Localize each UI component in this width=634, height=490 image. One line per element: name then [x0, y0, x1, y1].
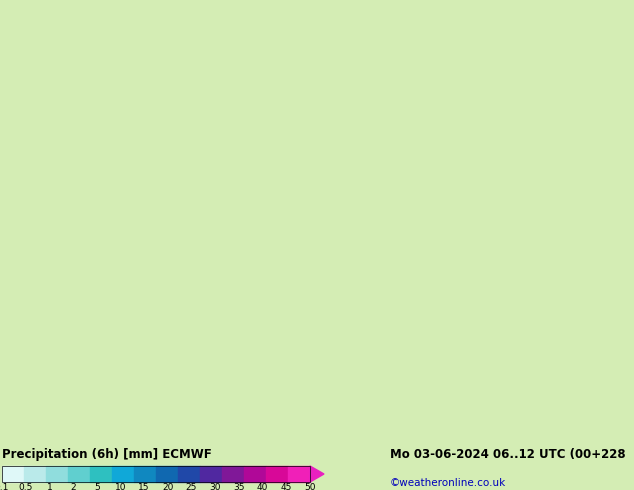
Bar [2, 466, 310, 482]
Bar [178, 466, 200, 482]
Bar [200, 466, 222, 482]
Bar [288, 466, 310, 482]
Polygon shape [310, 466, 324, 482]
Text: Precipitation (6h) [mm] ECMWF: Precipitation (6h) [mm] ECMWF [2, 448, 212, 461]
Bar [46, 466, 68, 482]
Text: 25: 25 [186, 483, 197, 490]
Text: 1: 1 [46, 483, 52, 490]
Text: 5: 5 [94, 483, 100, 490]
Bar [134, 466, 156, 482]
Bar [244, 466, 266, 482]
Bar [222, 466, 244, 482]
Text: 10: 10 [115, 483, 126, 490]
Bar [112, 466, 134, 482]
Text: 30: 30 [209, 483, 221, 490]
Text: 15: 15 [138, 483, 150, 490]
Bar [266, 466, 288, 482]
Text: Mo 03-06-2024 06..12 UTC (00+228: Mo 03-06-2024 06..12 UTC (00+228 [390, 448, 626, 461]
Bar [24, 466, 46, 482]
Bar [2, 466, 24, 482]
Text: 20: 20 [162, 483, 174, 490]
Bar [68, 466, 90, 482]
Text: 0.1: 0.1 [0, 483, 9, 490]
Text: 35: 35 [233, 483, 245, 490]
Text: ©weatheronline.co.uk: ©weatheronline.co.uk [390, 478, 507, 488]
Text: 50: 50 [304, 483, 316, 490]
Bar [156, 466, 178, 482]
Text: 2: 2 [70, 483, 76, 490]
Text: 40: 40 [257, 483, 268, 490]
Bar [90, 466, 112, 482]
Text: 0.5: 0.5 [18, 483, 33, 490]
Text: 45: 45 [281, 483, 292, 490]
